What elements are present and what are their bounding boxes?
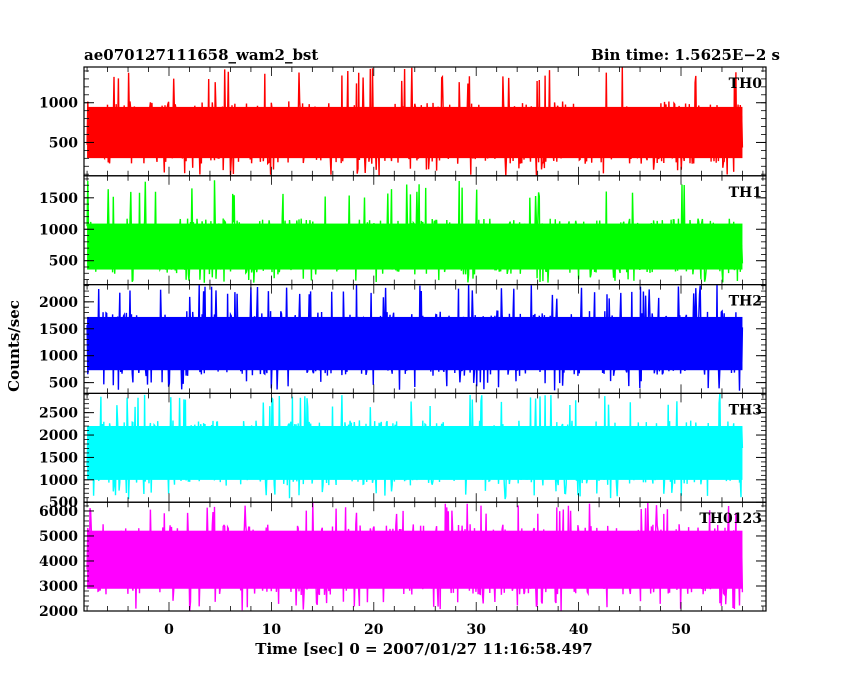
x-tick-label: 20 — [364, 622, 384, 638]
series-line-th3 — [86, 393, 744, 500]
x-axis-label: Time [sec] 0 = 2007/01/27 11:16:58.497 — [255, 640, 592, 658]
bin-time-label: Bin time: 1.5625E−2 s — [591, 46, 780, 64]
y-tick-label: 1000 — [39, 473, 78, 489]
y-tick-label: 3000 — [39, 579, 78, 595]
y-tick-label: 2500 — [39, 406, 78, 422]
y-tick-label: 1000 — [39, 96, 78, 112]
y-tick-label: 1500 — [39, 322, 78, 338]
chart-title: ae070127111658_wam2_bst — [84, 46, 318, 64]
y-axis-label: Counts/sec — [5, 300, 23, 392]
y-tick-label: 4000 — [39, 554, 78, 570]
x-tick-label: 30 — [466, 622, 486, 638]
panel-label-th3: TH3 — [729, 402, 762, 418]
panel-label-th1: TH1 — [729, 185, 762, 201]
x-tick-label: 0 — [164, 622, 174, 638]
y-tick-label: 2000 — [39, 428, 78, 444]
x-tick-label: 40 — [569, 622, 589, 638]
y-tick-label: 2000 — [39, 604, 78, 620]
y-tick-label: 1000 — [39, 222, 78, 238]
series-line-th0123 — [86, 502, 744, 611]
x-tick-label: 50 — [671, 622, 691, 638]
y-tick-label: 1500 — [39, 450, 78, 466]
y-tick-label: 500 — [49, 254, 78, 270]
series-line-th1 — [86, 180, 744, 283]
series-line-th2 — [86, 284, 744, 391]
panel-frame-th0123 — [83, 501, 767, 612]
y-tick-label: 6000 — [39, 504, 78, 520]
y-tick-label: 1500 — [39, 191, 78, 207]
panel-label-th2: TH2 — [729, 294, 762, 310]
y-tick-label: 5000 — [39, 529, 78, 545]
x-tick-label: 10 — [262, 622, 282, 638]
y-tick-label: 500 — [49, 376, 78, 392]
y-tick-label: 2000 — [39, 295, 78, 311]
y-tick-label: 500 — [49, 495, 78, 511]
panel-label-th0: TH0 — [729, 76, 763, 92]
series-line-th0 — [86, 67, 744, 176]
panel-label-th0123: TH0123 — [699, 511, 762, 527]
y-tick-label: 1000 — [39, 349, 78, 365]
y-tick-label: 500 — [49, 135, 78, 151]
